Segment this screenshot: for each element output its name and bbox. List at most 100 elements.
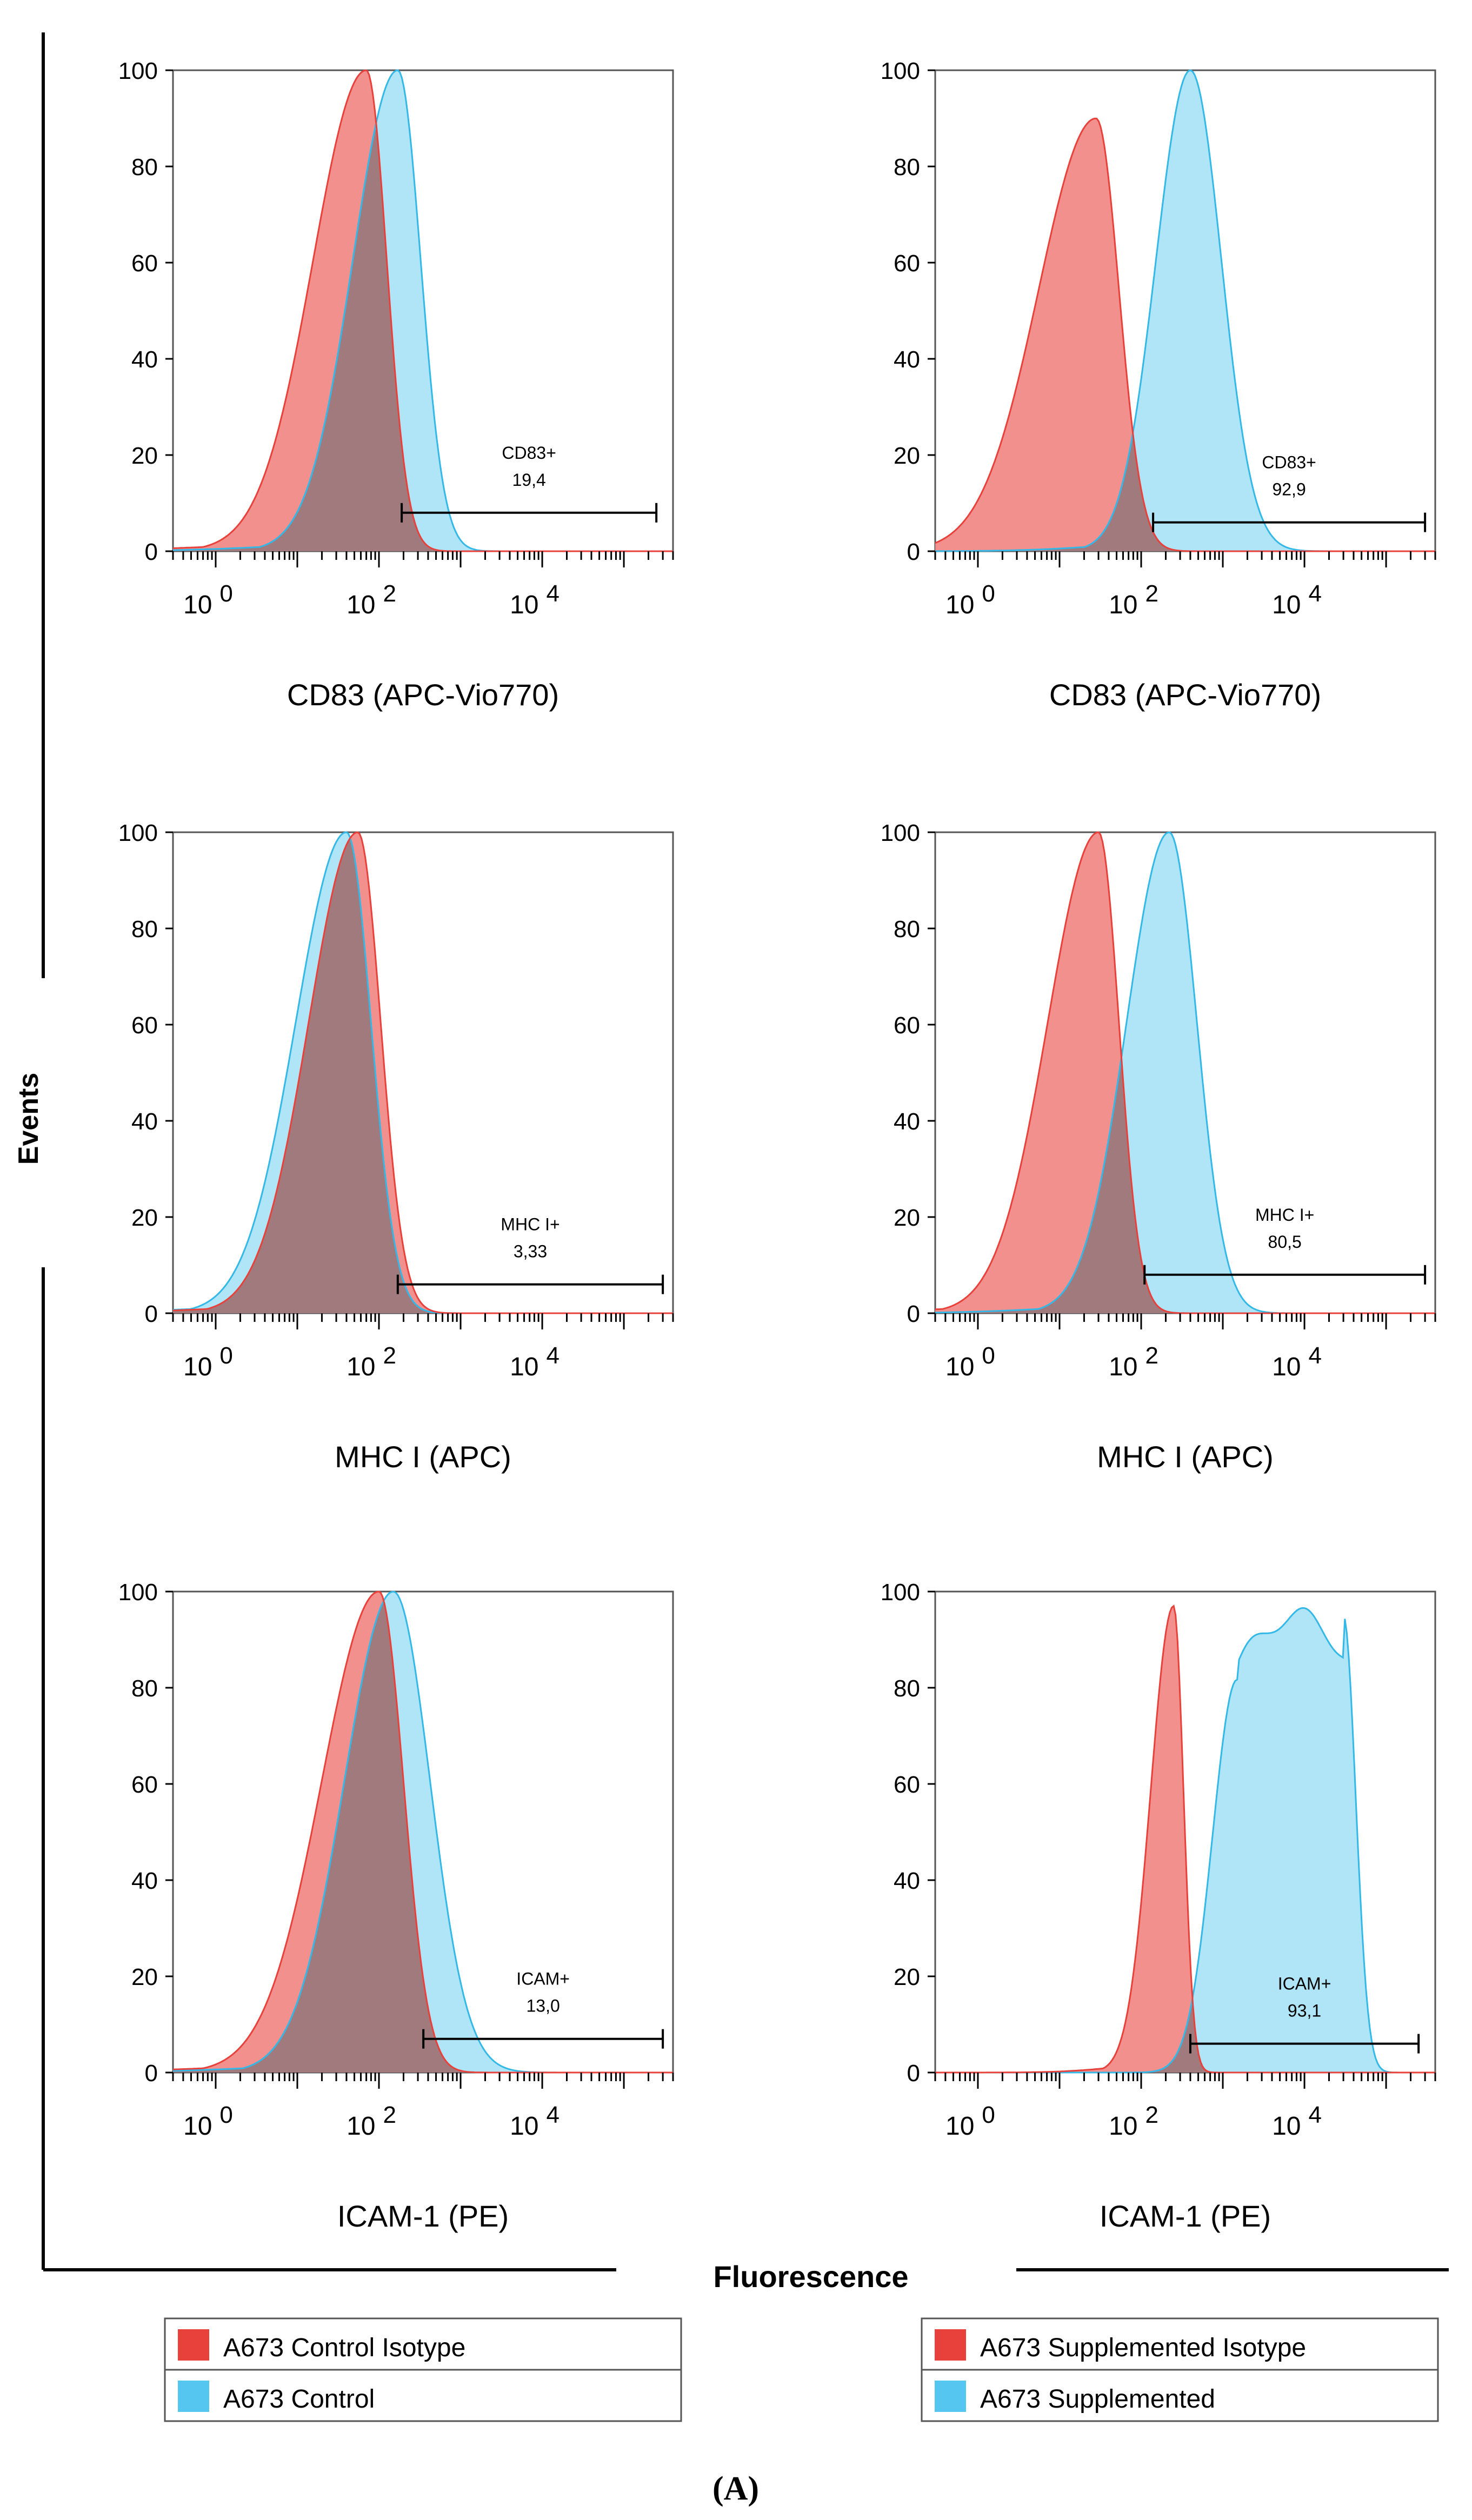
histogram-panels: 0 20 40 60 80 100 10 0 10 2 10 4 CD83+ 19,4 CD83 (APC-… — [118, 58, 1436, 2233]
y-tick-label: 0 — [907, 2060, 920, 2087]
y-tick-label: 80 — [131, 1675, 158, 1702]
x-tick-label: 10 2 — [347, 1342, 396, 1381]
legend-label-isotype: A673 Control Isotype — [223, 2334, 465, 2362]
series-overlap-area — [935, 2004, 1435, 2073]
series-isotype-line — [935, 1604, 1435, 2074]
x-tick-label: 10 4 — [510, 580, 560, 619]
gate-value: 13,0 — [527, 1996, 560, 2016]
series-stained-area — [173, 70, 673, 551]
x-tick-label: 10 4 — [510, 1342, 560, 1381]
series-stained-area — [935, 832, 1435, 1313]
y-tick-label: 20 — [131, 1205, 158, 1231]
y-tick-label: 20 — [131, 443, 158, 469]
x-tick-label: 10 2 — [347, 2102, 396, 2141]
x-axis-title: MHC I (APC) — [335, 1440, 511, 1474]
y-tick-label: 60 — [894, 1772, 920, 1798]
x-axis-label: Fluorescence — [713, 2260, 908, 2294]
series-isotype-line — [935, 831, 1435, 1314]
legend-supplemented: A673 Supplemented Isotype A673 Supplemen… — [921, 2317, 1439, 2422]
y-tick-label: 40 — [131, 1868, 158, 1894]
x-tick-label: 10 0 — [183, 1342, 233, 1381]
gate-name: MHC I+ — [1255, 1205, 1314, 1225]
gate-value: 3,33 — [514, 1242, 547, 1261]
series-isotype-area — [173, 70, 673, 551]
y-tick-label: 0 — [907, 539, 920, 565]
histogram-row2-right: 0 20 40 60 80 100 10 0 10 2 10 4 MHC I+ 80,5 MHC I (AP… — [881, 820, 1436, 1474]
x-tick-label: 10 0 — [945, 2102, 995, 2141]
histogram-row1-left: 0 20 40 60 80 100 10 0 10 2 10 4 CD83+ 19,4 CD83 (APC-… — [118, 58, 674, 712]
panel-label: (A) — [712, 2470, 759, 2507]
x-tick-label: 10 4 — [1272, 2102, 1322, 2141]
legend-label-isotype: A673 Supplemented Isotype — [980, 2334, 1306, 2362]
series-isotype-area — [935, 118, 1435, 551]
y-tick-label: 60 — [131, 250, 158, 277]
y-tick-label: 0 — [145, 539, 158, 565]
x-axis-title: ICAM-1 (PE) — [337, 2199, 509, 2233]
x-axis-title: CD83 (APC-Vio770) — [287, 678, 559, 712]
y-tick-label: 20 — [894, 443, 920, 469]
y-tick-label: 20 — [894, 1964, 920, 1990]
gate-value: 80,5 — [1268, 1232, 1302, 1252]
gate-value: 92,9 — [1272, 480, 1306, 499]
y-tick-label: 80 — [131, 916, 158, 943]
legend-swatch-stained — [178, 2381, 209, 2412]
y-tick-label: 60 — [131, 1772, 158, 1798]
series-stained-area — [935, 70, 1435, 551]
y-tick-label: 0 — [145, 2060, 158, 2087]
x-tick-label: 10 2 — [1109, 2102, 1158, 2141]
y-tick-label: 60 — [131, 1012, 158, 1039]
y-tick-label: 80 — [894, 916, 920, 943]
legend-swatch-isotype — [935, 2329, 966, 2361]
x-tick-label: 10 2 — [1109, 1342, 1158, 1381]
series-isotype-line — [172, 831, 673, 1314]
x-axis-title: MHC I (APC) — [1097, 1440, 1274, 1474]
x-tick-label: 10 0 — [183, 580, 233, 619]
x-axis-title: CD83 (APC-Vio770) — [1049, 678, 1321, 712]
legend-label-stained: A673 Control — [223, 2385, 375, 2414]
legend-control: A673 Control Isotype A673 Control — [164, 2317, 682, 2422]
y-tick-label: 100 — [118, 1579, 158, 1606]
y-tick-label: 40 — [131, 346, 158, 373]
y-tick-label: 100 — [881, 820, 920, 846]
gate-name: CD83+ — [1262, 453, 1316, 472]
series-isotype-area — [173, 1592, 673, 2073]
y-tick-label: 60 — [894, 250, 920, 277]
y-tick-label: 40 — [131, 1108, 158, 1135]
series-isotype-area — [935, 1606, 1435, 2073]
histogram-row1-right: 0 20 40 60 80 100 10 0 10 2 10 4 CD83+ 92,9 CD83 (APC-… — [881, 58, 1436, 712]
x-tick-label: 10 0 — [183, 2102, 233, 2141]
series-isotype-line — [172, 69, 673, 552]
y-axis-label: Events — [13, 1073, 44, 1165]
y-tick-label: 80 — [131, 154, 158, 181]
gate-name: ICAM+ — [1278, 1974, 1331, 1994]
x-tick-label: 10 2 — [1109, 580, 1158, 619]
gate-name: ICAM+ — [516, 1969, 570, 1989]
x-tick-label: 10 4 — [1272, 1342, 1322, 1381]
series-isotype-line — [172, 1590, 673, 2074]
x-tick-label: 10 4 — [510, 2102, 560, 2141]
x-tick-label: 10 0 — [945, 1342, 995, 1381]
series-overlap-area — [173, 838, 673, 1313]
x-tick-label: 10 4 — [1272, 580, 1322, 619]
y-tick-label: 40 — [894, 1108, 920, 1135]
histogram-row2-left: 0 20 40 60 80 100 10 0 10 2 10 4 MHC I+ 3,33 MHC I (AP… — [118, 820, 674, 1474]
gate-value: 93,1 — [1288, 2001, 1321, 2021]
series-stained-area — [935, 1608, 1435, 2073]
gate-name: CD83+ — [502, 443, 556, 463]
y-tick-label: 100 — [118, 820, 158, 846]
x-axis-title: ICAM-1 (PE) — [1100, 2199, 1271, 2233]
histogram-row3-left: 0 20 40 60 80 100 10 0 10 2 10 4 ICAM+ 13,0 ICAM-1 (PE… — [118, 1579, 674, 2233]
gate-name: MHC I+ — [501, 1215, 560, 1234]
gate-value: 19,4 — [512, 470, 546, 490]
y-tick-label: 0 — [145, 1301, 158, 1327]
y-tick-label: 60 — [894, 1012, 920, 1039]
legend-label-stained: A673 Supplemented — [980, 2385, 1215, 2414]
y-tick-label: 0 — [907, 1301, 920, 1327]
legend-swatch-isotype — [178, 2329, 209, 2361]
series-stained-area — [173, 1592, 673, 2073]
histogram-row3-right: 0 20 40 60 80 100 10 0 10 2 10 4 ICAM+ 93,1 ICAM-1 (PE… — [881, 1579, 1436, 2233]
y-tick-label: 100 — [881, 1579, 920, 1606]
y-tick-label: 20 — [894, 1205, 920, 1231]
y-tick-label: 80 — [894, 154, 920, 181]
